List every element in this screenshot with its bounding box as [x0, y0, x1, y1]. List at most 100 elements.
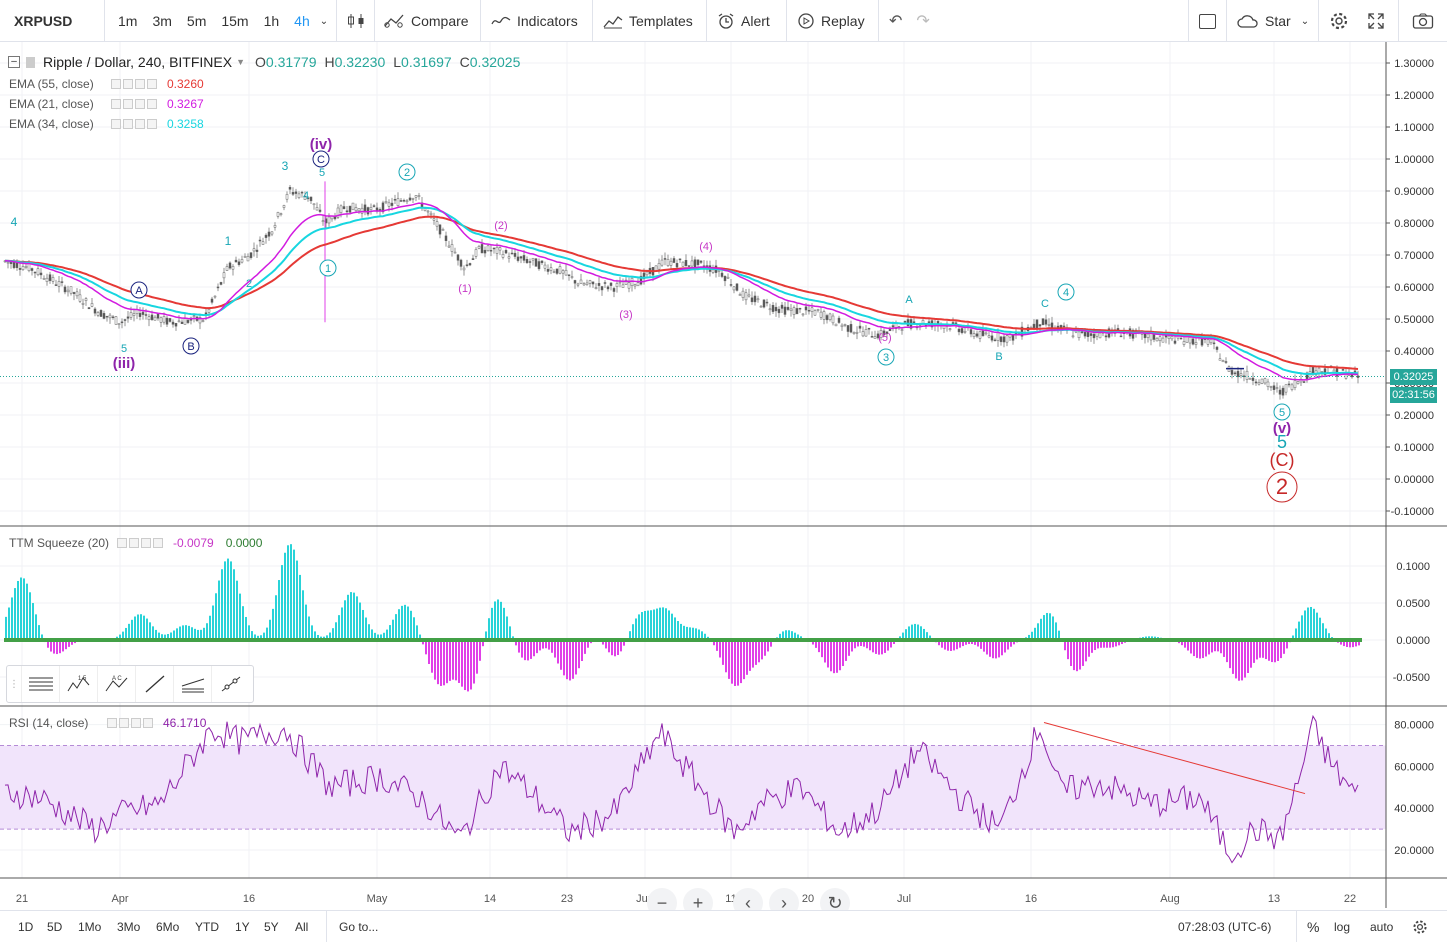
ema55-legend[interactable]: EMA (55, close) 0.3260 — [9, 77, 204, 91]
gear-icon[interactable] — [119, 718, 129, 728]
candles-type-button[interactable] — [336, 0, 374, 42]
redo-icon[interactable]: ↷ — [916, 13, 930, 30]
ohlc-high: 0.32230 — [334, 54, 386, 70]
interval-3m[interactable]: 3m — [152, 13, 172, 29]
ema21-legend[interactable]: EMA (21, close) 0.3267 — [9, 97, 204, 111]
plus-icon[interactable] — [131, 718, 141, 728]
eye-icon[interactable] — [111, 99, 121, 109]
gear-icon[interactable] — [129, 538, 139, 548]
ttm-bar — [194, 628, 196, 640]
range-6mo[interactable]: 6Mo — [156, 920, 180, 934]
range-5d[interactable]: 5D — [47, 920, 63, 934]
chart-settings-button[interactable] — [1412, 911, 1428, 942]
candle-body — [474, 249, 478, 257]
interval-1h[interactable]: 1h — [263, 13, 280, 29]
ttm-bar — [1067, 640, 1069, 660]
ttm-bar — [695, 628, 697, 640]
eye-icon[interactable] — [111, 119, 121, 129]
fullscreen-button[interactable] — [1358, 0, 1394, 42]
range-3mo[interactable]: 3Mo — [117, 920, 141, 934]
interval-5m[interactable]: 5m — [186, 13, 207, 29]
symbol-search[interactable]: XRPUSD — [14, 0, 104, 42]
interval-4h-active[interactable]: 4h — [294, 13, 310, 29]
alert-button[interactable]: Alert — [706, 0, 786, 42]
interval-15m[interactable]: 15m — [221, 13, 249, 29]
eye-icon[interactable] — [111, 79, 121, 89]
candle-body — [237, 261, 241, 265]
rsi-legend[interactable]: RSI (14, close) 46.1710 — [9, 716, 206, 730]
candle-body — [696, 259, 700, 266]
candle-body — [792, 307, 796, 315]
plus-icon[interactable] — [135, 79, 145, 89]
auto-scale-toggle[interactable]: auto — [1370, 920, 1394, 934]
clock-display[interactable]: 07:28:03 (UTC-6) — [1178, 920, 1272, 934]
ttm-bar — [1325, 628, 1327, 640]
ttm-bar — [155, 629, 157, 640]
chevron-down-icon[interactable]: ▼ — [236, 57, 245, 67]
candle-body — [627, 282, 631, 289]
plus-icon[interactable] — [135, 119, 145, 129]
candle-body — [252, 248, 256, 252]
candle-body — [576, 283, 580, 286]
ttm-bar — [1250, 640, 1252, 668]
parallel-channel-tool[interactable] — [173, 666, 211, 702]
wave-label: (4) — [699, 241, 712, 253]
compare-button[interactable]: Compare — [374, 0, 480, 42]
gear-icon[interactable] — [123, 79, 133, 89]
plus-icon[interactable] — [135, 99, 145, 109]
ttm-bar — [629, 631, 631, 640]
close-icon[interactable] — [147, 99, 157, 109]
indicators-button[interactable]: Indicators — [480, 0, 592, 42]
range-1mo[interactable]: 1Mo — [78, 920, 102, 934]
ttm-bar — [1235, 640, 1237, 679]
plus-icon[interactable] — [141, 538, 151, 548]
close-icon[interactable] — [147, 119, 157, 129]
candle-body — [1086, 331, 1090, 337]
collapse-icon[interactable]: – — [8, 56, 20, 68]
chart-area[interactable]: 4 5 (iii) A B 1 2 3 4 5 (iv) C 1 2 (1) (2) (3) (4) (5) 3 A B C… — [0, 42, 1447, 918]
horizontal-lines-tool[interactable] — [21, 666, 59, 702]
wave-15-tool[interactable]: 1 5 — [59, 666, 97, 702]
range-all[interactable]: All — [295, 920, 309, 934]
snapshot-button[interactable] — [1398, 0, 1446, 42]
ttm-bar — [269, 619, 271, 640]
ray-tool[interactable] — [211, 666, 249, 702]
close-icon[interactable] — [143, 718, 153, 728]
replay-button[interactable]: Replay — [786, 0, 878, 42]
ttm-bar — [149, 622, 151, 640]
ttm-bar — [1316, 612, 1318, 640]
eye-icon[interactable] — [117, 538, 127, 548]
candle-body — [108, 314, 112, 319]
undo-icon[interactable]: ↶ — [889, 13, 903, 30]
candle-body — [144, 314, 148, 316]
settings-button[interactable] — [1318, 0, 1358, 42]
drag-handle[interactable]: ⋮ — [9, 678, 19, 690]
close-icon[interactable] — [153, 538, 163, 548]
templates-button[interactable]: Templates — [592, 0, 706, 42]
range-5y[interactable]: 5Y — [264, 920, 279, 934]
chart-canvas[interactable]: 45(iii)AB12345(iv)C12(1)(2)(3)(4)(5)3ABC… — [0, 42, 1447, 910]
ttm-bar — [980, 640, 982, 649]
log-scale-toggle[interactable]: log — [1334, 920, 1351, 934]
eye-icon[interactable] — [107, 718, 117, 728]
range-1d[interactable]: 1D — [18, 920, 34, 934]
interval-1m[interactable]: 1m — [118, 13, 138, 29]
candle-body — [1131, 329, 1135, 339]
ttm-legend[interactable]: TTM Squeeze (20) -0.0079 0.0000 — [9, 536, 262, 550]
fullscreen-layout-button[interactable] — [1188, 0, 1226, 42]
close-icon[interactable] — [147, 79, 157, 89]
goto-button[interactable]: Go to... — [326, 911, 378, 942]
range-1y[interactable]: 1Y — [235, 920, 250, 934]
wave-abc-tool[interactable]: A C — [97, 666, 135, 702]
percent-scale-toggle[interactable]: % — [1296, 911, 1319, 942]
range-ytd[interactable]: YTD — [195, 920, 219, 934]
chevron-down-icon[interactable]: ⌄ — [319, 15, 329, 27]
ttm-value-2: 0.0000 — [225, 536, 263, 550]
flag-icon[interactable] — [26, 56, 35, 68]
ema34-legend[interactable]: EMA (34, close) 0.3258 — [9, 117, 204, 131]
gear-icon[interactable] — [123, 119, 133, 129]
gear-icon[interactable] — [123, 99, 133, 109]
candle-body — [1332, 369, 1336, 373]
star-button[interactable]: Star ⌄ — [1226, 0, 1318, 42]
trendline-tool[interactable] — [135, 666, 173, 702]
